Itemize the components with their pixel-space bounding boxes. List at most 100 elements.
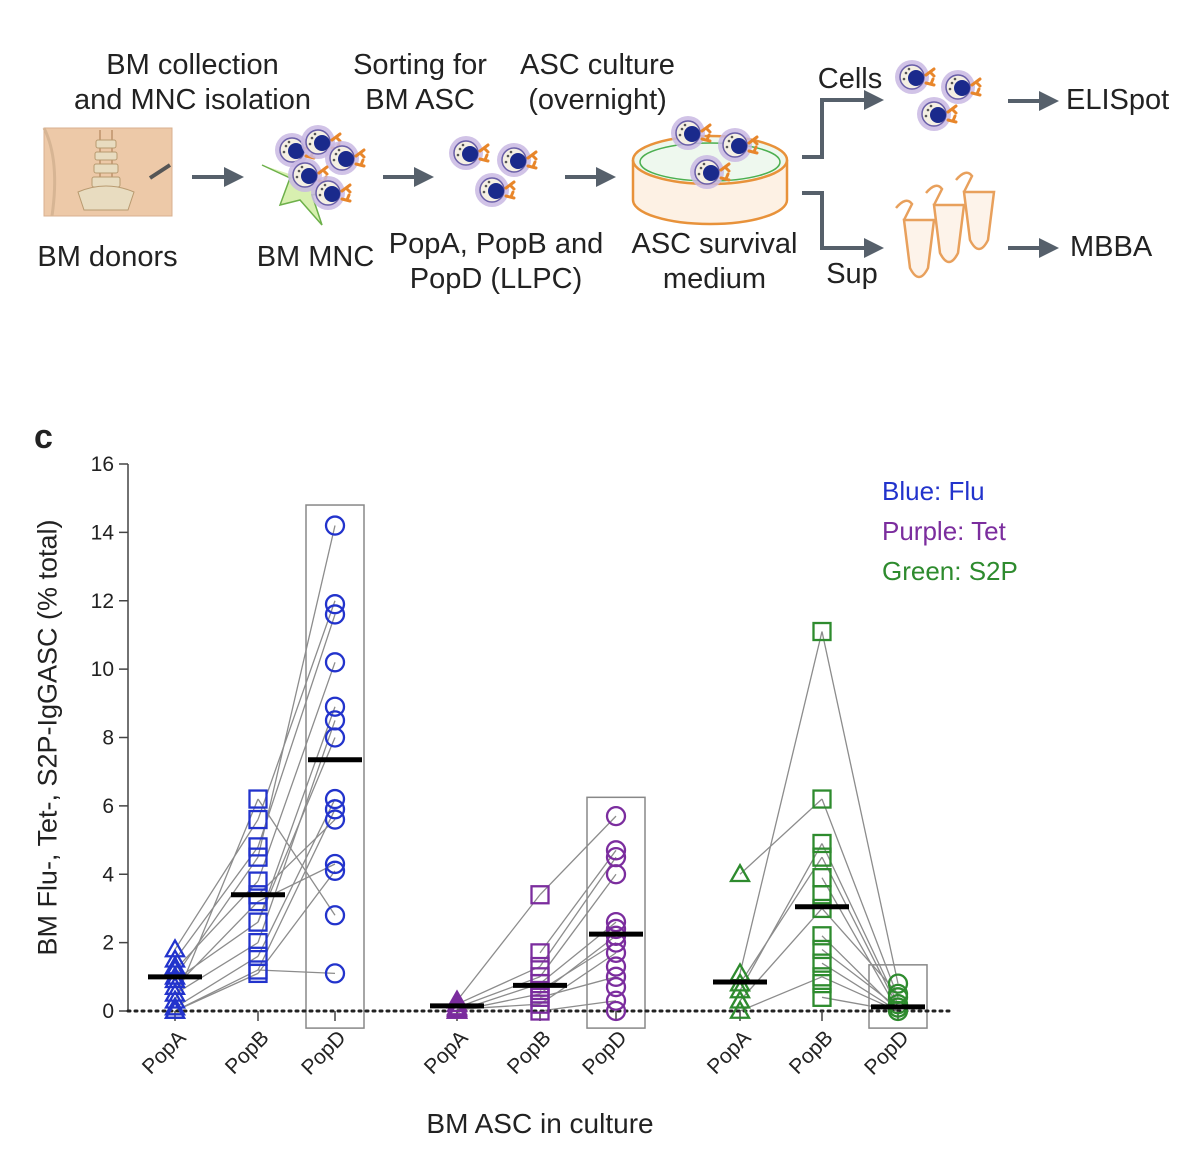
data-point-circle [324, 652, 346, 673]
arrow-split-cells [802, 90, 884, 159]
data-point-circle [324, 853, 346, 875]
paired-line [539, 849, 617, 954]
data-point-square [530, 1001, 550, 1021]
data-point-square [248, 809, 268, 830]
paired-line [174, 819, 259, 950]
paired-line [174, 901, 259, 988]
data-point-triangle [164, 989, 186, 1009]
panel-label: c [34, 418, 53, 456]
data-point-square [812, 621, 832, 642]
data-point-circle [324, 860, 346, 881]
paired-line [174, 856, 259, 978]
bm-donor-illustration [42, 127, 173, 217]
data-point-triangle [729, 979, 751, 999]
paired-line [821, 962, 899, 1012]
data-point-square [248, 912, 268, 932]
paired-line [539, 856, 617, 967]
step-bm-collection-label: BM collection and MNC isolation [74, 49, 311, 116]
y-tick-label: 12 [91, 590, 114, 613]
paired-line [456, 1003, 541, 1010]
paired-line [539, 921, 617, 985]
scatter-chart: 0 2 4 6 8 10 12 14 16 PopA PopB PopD PopA PopB PopD Pop… [91, 453, 954, 1080]
data-point-triangle [729, 999, 751, 1019]
cells-label: Cells [817, 63, 883, 95]
paired-line [821, 948, 899, 1009]
paired-line [257, 870, 336, 974]
y-tick-label: 0 [102, 1000, 114, 1023]
data-point-circle [605, 990, 627, 1011]
paired-line [257, 798, 336, 957]
bm-donors-label: BM donors [37, 241, 178, 273]
paired-line [539, 815, 617, 896]
step-sorting-label: Sorting for BM ASC [353, 49, 487, 116]
popd-highlight-box [305, 504, 365, 1029]
paired-line [821, 843, 899, 1005]
paired-line [257, 525, 336, 858]
paired-line [739, 631, 823, 974]
data-point-triangle [729, 989, 751, 1009]
paired-line [257, 809, 336, 971]
paired-line [739, 798, 823, 875]
data-point-circle [605, 911, 627, 933]
paired-line [539, 942, 617, 992]
survival-medium-label: ASC survival medium [631, 228, 798, 295]
workflow-graphics [42, 58, 1059, 279]
y-axis-title-label: BM Flu-, Tet-, S2P-IgGASC (% total) [32, 519, 63, 956]
data-point-triangle [164, 996, 186, 1016]
data-point-circle [324, 696, 346, 717]
paired-line [739, 908, 823, 1002]
paired-line [257, 662, 336, 882]
x-tick-label: PopD [578, 1026, 631, 1079]
bm-mnc-label: BM MNC [256, 241, 375, 273]
paired-line [539, 873, 617, 978]
x-tick-label: PopD [297, 1026, 350, 1079]
data-point-square [812, 939, 832, 960]
paired-line [739, 856, 823, 985]
sup-label: Sup [826, 258, 878, 290]
data-point-triangle [446, 999, 468, 1019]
y-tick-label: 10 [91, 658, 114, 681]
data-point-circle [605, 956, 627, 977]
paired-line [539, 1000, 617, 1012]
paired-line [456, 976, 541, 1009]
paired-line [257, 706, 336, 923]
paired-line [456, 894, 541, 1002]
popd-highlight-box [868, 964, 928, 1029]
data-point-circle [605, 942, 627, 964]
paired-line [821, 856, 899, 1008]
paired-line [539, 976, 617, 998]
x-tick-label: PopD [860, 1026, 913, 1079]
data-point-circle [605, 976, 627, 998]
data-point-circle [605, 840, 627, 861]
x-tick-label: PopB [785, 1026, 838, 1079]
data-point-square [812, 847, 832, 867]
data-point-square [530, 943, 550, 963]
data-point-circle [324, 515, 346, 536]
paired-line [257, 600, 336, 820]
paired-line [821, 798, 899, 998]
data-point-circle [324, 604, 346, 625]
paired-line [174, 972, 259, 1012]
data-point-circle [605, 918, 627, 940]
data-point-square [248, 963, 268, 984]
data-point-circle [324, 727, 346, 748]
y-tick-label: 16 [91, 453, 114, 476]
data-point-square [248, 837, 268, 857]
data-point-circle [605, 805, 627, 827]
x-tick-label: PopB [503, 1026, 556, 1079]
data-point-triangle [446, 992, 468, 1013]
data-point-square [248, 871, 268, 891]
x-tick-label: PopA [138, 1026, 191, 1079]
sorted-asc-cells [447, 134, 538, 209]
paired-line [174, 955, 259, 1009]
legend-flu: Blue: Flu [882, 476, 985, 506]
paired-line [257, 819, 336, 896]
paired-line [257, 614, 336, 848]
data-point-circle [324, 809, 346, 830]
data-point-square [248, 932, 268, 953]
x-axis-title: BM ASC in culture [426, 1108, 654, 1139]
supernatant-tubes [895, 171, 996, 279]
data-point-square [812, 926, 832, 946]
x-tick-label: PopA [703, 1026, 756, 1079]
cells-for-elispot [893, 58, 982, 133]
